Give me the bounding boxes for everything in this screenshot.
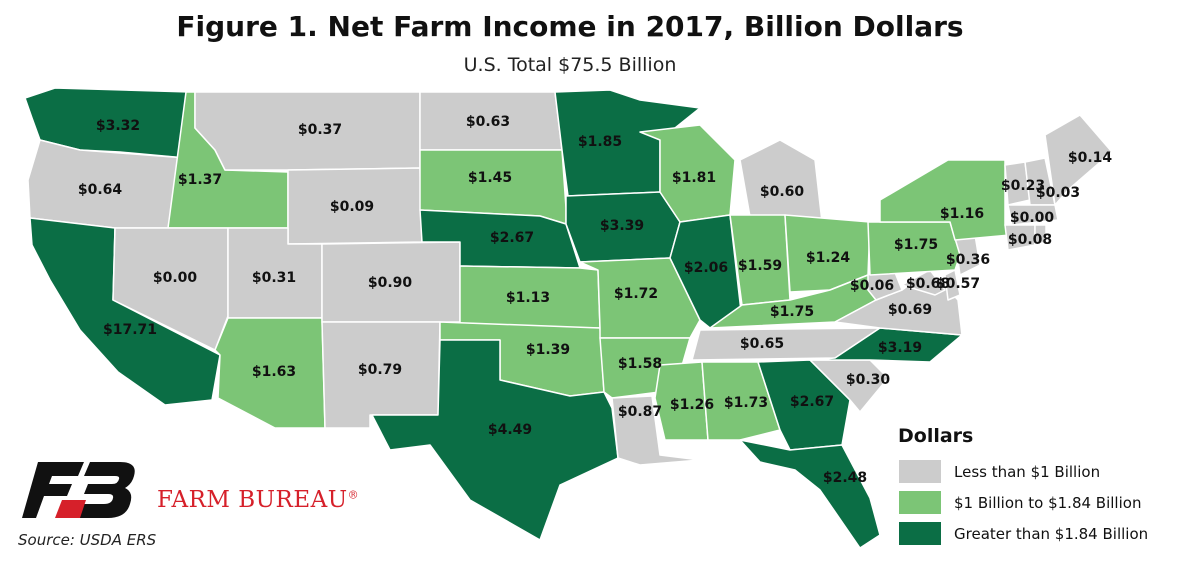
state-value-ne: $2.67 bbox=[490, 230, 534, 246]
state-value-ms: $1.26 bbox=[670, 397, 714, 413]
state-al bbox=[701, 361, 781, 441]
state-value-or: $0.64 bbox=[78, 182, 123, 198]
state-de bbox=[944, 269, 961, 301]
legend-title: Dollars bbox=[898, 425, 974, 447]
value-labels-layer: $3.32 $0.64 $17.71 $1.37 $0.00 $0.37 $0.09 $0.3… bbox=[78, 114, 1113, 486]
legend-label-high: Greater than $1.84 Billion bbox=[954, 524, 1149, 543]
state-value-ia: $3.39 bbox=[600, 218, 644, 234]
state-value-ga: $2.67 bbox=[790, 394, 834, 410]
state-value-id: $1.37 bbox=[178, 172, 222, 188]
state-value-oh: $1.24 bbox=[806, 250, 851, 266]
state-value-in: $1.59 bbox=[738, 258, 782, 274]
state-value-ar: $1.58 bbox=[618, 356, 662, 372]
state-value-wy: $0.09 bbox=[330, 199, 374, 215]
state-md bbox=[901, 269, 946, 296]
farm-bureau-logo-icon bbox=[22, 462, 135, 518]
state-value-tx: $4.49 bbox=[488, 422, 532, 438]
legend: Dollars Less than $1 Billion $1 Billion … bbox=[898, 425, 1173, 549]
state-value-pa: $1.75 bbox=[894, 237, 938, 253]
state-value-ok: $1.39 bbox=[526, 342, 570, 358]
state-value-nm: $0.79 bbox=[358, 362, 402, 378]
state-ma bbox=[1007, 204, 1059, 226]
state-wa bbox=[24, 87, 191, 159]
states-layer bbox=[24, 87, 1113, 549]
state-value-sc: $0.30 bbox=[846, 372, 891, 388]
state-value-vt: $0.23 bbox=[1001, 178, 1045, 194]
state-value-ut: $0.31 bbox=[252, 270, 296, 286]
state-value-mn: $1.85 bbox=[578, 134, 622, 150]
state-value-fl: $2.48 bbox=[823, 470, 867, 486]
map-subtitle: U.S. Total $75.5 Billion bbox=[463, 54, 677, 76]
brand-name: FARM BUREAU® bbox=[157, 487, 359, 513]
state-value-ky: $1.75 bbox=[770, 304, 814, 320]
state-value-ma: $0.00 bbox=[1010, 210, 1055, 226]
state-value-mi: $0.60 bbox=[760, 184, 805, 200]
state-value-ct: $0.08 bbox=[1008, 232, 1052, 248]
state-value-nd: $0.63 bbox=[466, 114, 510, 130]
state-value-la: $0.87 bbox=[618, 404, 662, 420]
state-value-sd: $1.45 bbox=[468, 170, 512, 186]
source-note: Source: USDA ERS bbox=[18, 531, 157, 549]
state-tx bbox=[371, 339, 619, 541]
state-value-tn: $0.65 bbox=[740, 336, 784, 352]
state-value-mt: $0.37 bbox=[298, 122, 342, 138]
state-fl bbox=[739, 439, 881, 549]
state-value-nj: $0.36 bbox=[946, 252, 990, 268]
state-value-il: $2.06 bbox=[684, 260, 728, 276]
legend-item-low: Less than $1 Billion bbox=[898, 456, 1173, 487]
state-value-co: $0.90 bbox=[368, 275, 413, 291]
state-value-ks: $1.13 bbox=[506, 290, 550, 306]
state-value-de: $0.57 bbox=[936, 276, 980, 292]
state-value-az: $1.63 bbox=[252, 364, 296, 380]
registered-mark: ® bbox=[347, 488, 360, 502]
state-value-nh: $0.03 bbox=[1036, 185, 1080, 201]
legend-swatch-high bbox=[898, 521, 942, 546]
state-value-nv: $0.00 bbox=[153, 270, 198, 286]
state-value-wv: $0.06 bbox=[850, 278, 894, 294]
brand-text: FARM BUREAU bbox=[157, 487, 348, 513]
state-value-nc: $3.19 bbox=[878, 340, 922, 356]
state-la bbox=[611, 395, 701, 466]
state-value-al: $1.73 bbox=[724, 395, 768, 411]
state-value-wi: $1.81 bbox=[672, 170, 716, 186]
legend-swatch-low bbox=[898, 459, 942, 484]
legend-label-low: Less than $1 Billion bbox=[954, 462, 1101, 481]
legend-item-high: Greater than $1.84 Billion bbox=[898, 518, 1173, 549]
state-value-va: $0.69 bbox=[888, 302, 932, 318]
state-value-md: $0.68 bbox=[906, 276, 950, 292]
state-ri bbox=[1034, 224, 1047, 246]
state-me bbox=[1044, 114, 1113, 206]
state-value-ca: $17.71 bbox=[103, 322, 157, 338]
state-value-wa: $3.32 bbox=[96, 118, 140, 134]
legend-label-mid: $1 Billion to $1.84 Billion bbox=[954, 493, 1142, 512]
legend-item-mid: $1 Billion to $1.84 Billion bbox=[898, 487, 1173, 518]
map-title: Figure 1. Net Farm Income in 2017, Billi… bbox=[176, 10, 964, 43]
state-ms bbox=[654, 361, 709, 441]
state-value-ny: $1.16 bbox=[940, 206, 984, 222]
legend-swatch-mid bbox=[898, 490, 942, 515]
state-value-me: $0.14 bbox=[1068, 150, 1113, 166]
state-value-mo: $1.72 bbox=[614, 286, 658, 302]
